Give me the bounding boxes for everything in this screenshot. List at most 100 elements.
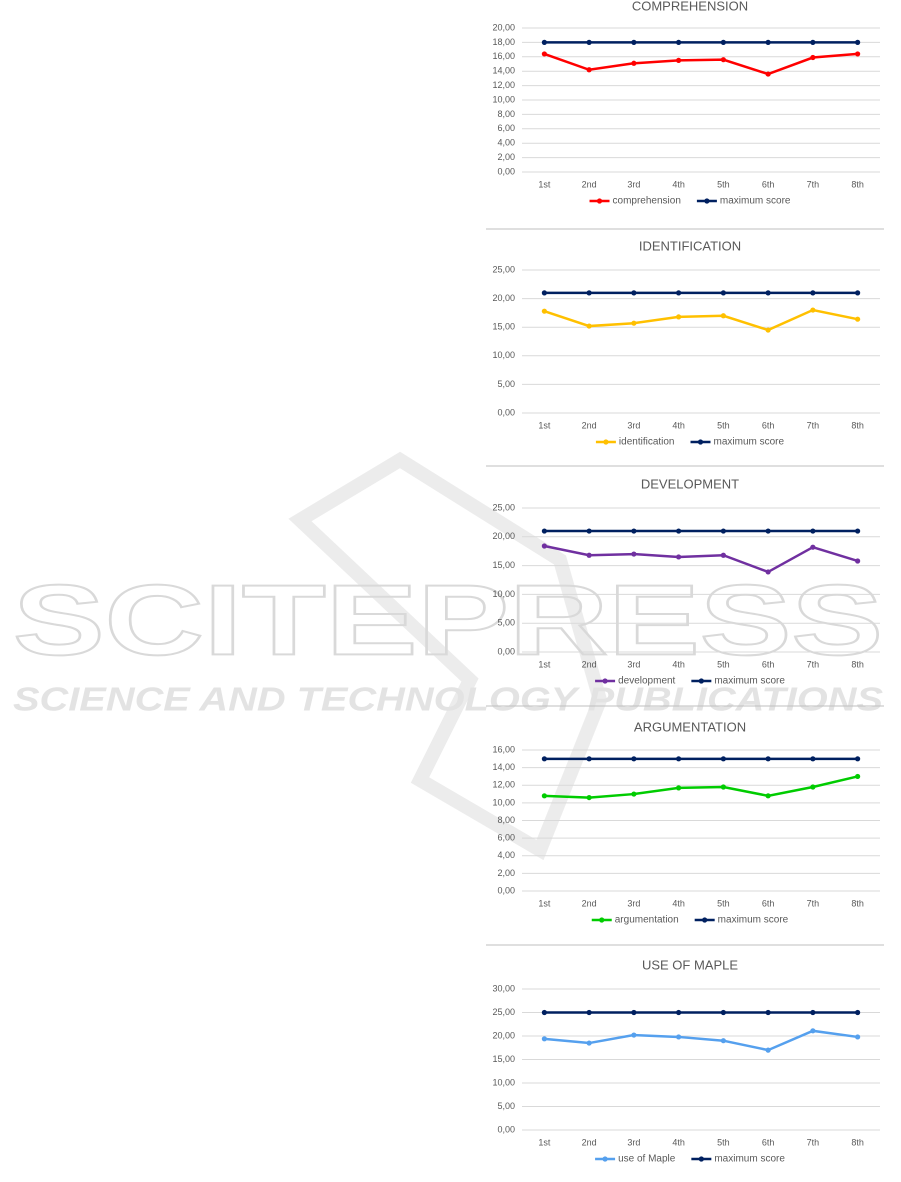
data-point	[765, 71, 771, 77]
y-tick-label: 25,00	[492, 1007, 515, 1017]
data-point	[541, 308, 547, 314]
data-point	[631, 290, 637, 296]
y-tick-label: 15,00	[492, 560, 515, 570]
x-tick-label: 7th	[807, 179, 820, 189]
y-tick-label: 16,00	[492, 51, 515, 61]
legend-marker	[698, 1156, 704, 1162]
y-tick-label: 10,00	[492, 1077, 515, 1087]
y-tick-label: 2,00	[497, 152, 515, 162]
data-point	[765, 1047, 771, 1053]
x-tick-label: 3rd	[627, 179, 640, 189]
y-tick-label: 0,00	[497, 407, 515, 417]
x-tick-label: 2nd	[582, 1137, 597, 1147]
x-tick-label: 4th	[672, 1137, 685, 1147]
data-point	[765, 1009, 771, 1016]
series-line	[543, 52, 858, 76]
data-point	[631, 551, 637, 557]
x-tick-label: 2nd	[582, 659, 597, 669]
data-point	[586, 552, 592, 558]
y-tick-label: 2,00	[497, 868, 515, 878]
data-point	[720, 1038, 726, 1044]
series-line	[544, 544, 858, 574]
data-point	[810, 54, 816, 61]
data-point	[765, 756, 771, 762]
legend-marker	[602, 1156, 608, 1162]
y-tick-label: 6,00	[497, 123, 515, 133]
data-point	[855, 558, 861, 564]
data-point	[810, 290, 816, 296]
y-tick-label: 10,00	[492, 94, 515, 104]
data-point	[676, 554, 682, 560]
data-point	[810, 784, 816, 790]
legend-label: comprehension	[613, 196, 681, 207]
y-tick-label: 0,00	[497, 885, 515, 895]
x-tick-label: 6th	[762, 898, 775, 908]
data-point	[586, 67, 592, 73]
data-point	[541, 1009, 547, 1016]
y-tick-label: 0,00	[497, 646, 515, 656]
x-tick-label: 5th	[717, 1137, 730, 1147]
chart-title: ARGUMENTATION	[634, 719, 746, 734]
data-point	[586, 1009, 592, 1016]
watermark-title: SCITEPRESS	[13, 564, 883, 676]
data-point	[586, 290, 592, 296]
x-tick-label: 1st	[538, 420, 551, 430]
data-point	[720, 39, 726, 46]
data-point	[676, 785, 682, 791]
y-tick-label: 8,00	[497, 815, 515, 825]
x-tick-label: 1st	[538, 179, 551, 189]
data-point	[810, 39, 816, 46]
legend-marker	[596, 198, 603, 204]
data-point	[541, 756, 547, 762]
y-tick-label: 5,00	[497, 1101, 515, 1111]
data-point	[676, 756, 682, 762]
x-tick-label: 2nd	[582, 179, 597, 189]
data-point	[586, 528, 592, 534]
data-point	[586, 39, 592, 46]
x-tick-label: 7th	[807, 1137, 820, 1147]
legend-marker	[602, 678, 608, 684]
series-line	[544, 775, 858, 799]
data-point	[855, 773, 861, 780]
data-point	[855, 290, 861, 296]
y-tick-label: 10,00	[492, 589, 515, 599]
data-point	[810, 1009, 816, 1016]
y-tick-label: 18,00	[492, 37, 515, 47]
data-point	[631, 1032, 637, 1038]
x-tick-label: 4th	[672, 898, 685, 908]
data-point	[586, 1040, 592, 1046]
data-point	[810, 307, 816, 313]
data-point	[855, 51, 861, 57]
data-point	[631, 39, 637, 46]
x-tick-label: 6th	[762, 420, 775, 430]
data-point	[676, 290, 682, 296]
y-tick-label: 5,00	[497, 379, 515, 389]
y-tick-label: 20,00	[492, 22, 515, 32]
y-tick-label: 4,00	[497, 850, 515, 860]
data-point	[631, 528, 637, 534]
x-tick-label: 7th	[807, 420, 820, 430]
data-point	[676, 39, 682, 46]
x-tick-label: 8th	[851, 898, 864, 908]
chart-title: COMPREHENSION	[632, 0, 748, 13]
legend-label: maximum score	[714, 1154, 785, 1165]
data-point	[720, 290, 726, 296]
x-tick-label: 3rd	[627, 898, 640, 908]
legend-marker	[702, 917, 708, 923]
data-point	[631, 791, 637, 797]
data-point	[720, 528, 726, 534]
data-point	[765, 290, 771, 296]
y-tick-label: 15,00	[492, 322, 515, 332]
y-tick-label: 14,00	[492, 762, 515, 772]
data-point	[855, 1009, 861, 1016]
x-tick-label: 6th	[762, 1137, 775, 1147]
x-tick-label: 8th	[851, 1137, 864, 1147]
y-tick-label: 30,00	[492, 983, 515, 993]
chart-title: DEVELOPMENT	[641, 476, 739, 491]
data-point	[720, 784, 726, 790]
data-point	[720, 57, 726, 63]
x-tick-label: 3rd	[627, 659, 640, 669]
x-tick-label: 1st	[538, 1137, 551, 1147]
y-tick-label: 8,00	[497, 109, 515, 119]
x-tick-label: 4th	[672, 179, 685, 189]
